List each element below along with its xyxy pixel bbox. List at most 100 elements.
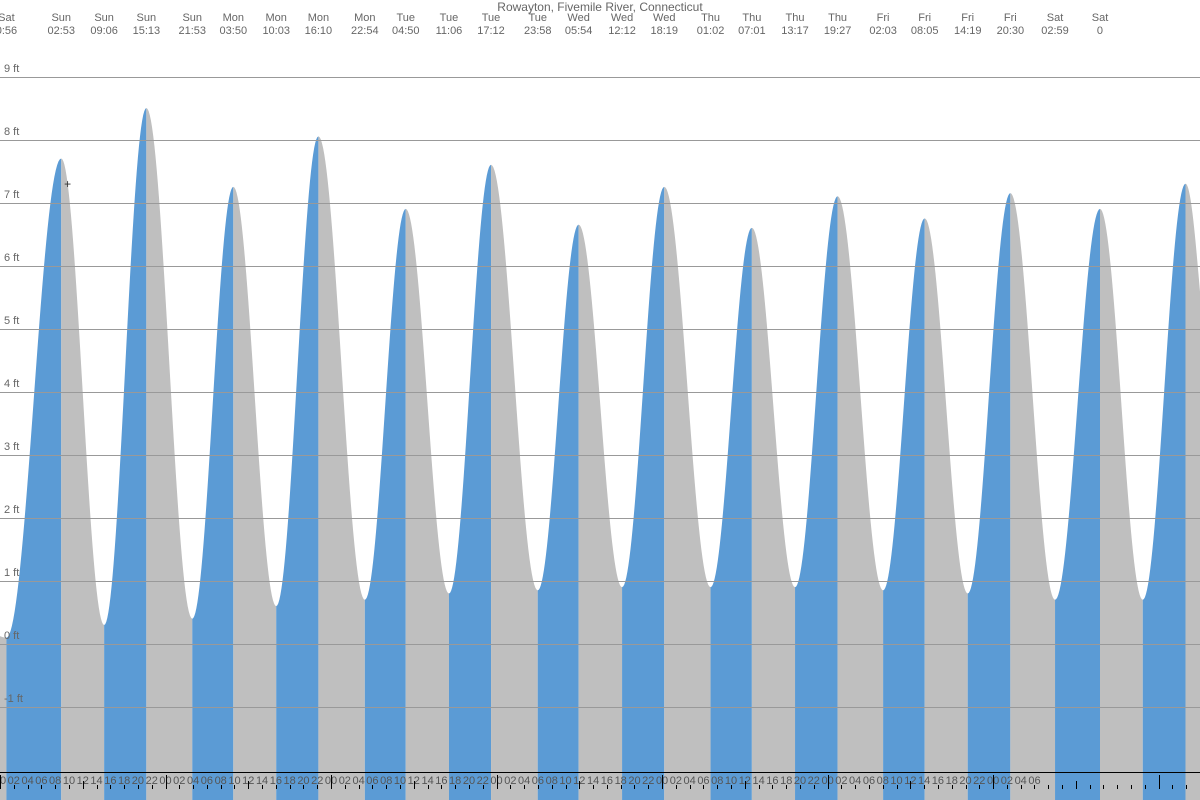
tick	[952, 785, 953, 789]
tick	[262, 785, 263, 789]
tick	[193, 785, 194, 789]
y-axis-label: 5 ft	[4, 315, 19, 327]
tick	[248, 781, 249, 789]
tick	[993, 775, 994, 789]
y-axis-label: -1 ft	[4, 693, 23, 705]
tick	[1076, 781, 1077, 789]
tick	[648, 785, 649, 789]
tide-rising-area	[968, 193, 1011, 800]
tick	[1090, 785, 1091, 789]
gridline	[0, 77, 1200, 78]
tide-falling-area	[491, 165, 538, 800]
tick	[634, 785, 635, 789]
tide-rising-area	[365, 209, 406, 800]
gridline	[0, 581, 1200, 582]
y-axis-label: 6 ft	[4, 252, 19, 264]
tick	[524, 785, 525, 789]
y-axis-label: 1 ft	[4, 567, 19, 579]
tick	[124, 785, 125, 789]
tick	[703, 785, 704, 789]
gridline	[0, 455, 1200, 456]
cursor-marker-icon: +	[64, 177, 71, 191]
tick	[1172, 785, 1173, 789]
tide-chart: Rowayton, Fivemile River, Connecticut Sa…	[0, 0, 1200, 800]
gridline	[0, 392, 1200, 393]
tick	[207, 785, 208, 789]
tide-falling-area	[925, 218, 968, 800]
tick	[331, 775, 332, 789]
tick	[966, 785, 967, 789]
tick	[841, 785, 842, 789]
tick	[428, 785, 429, 789]
tick	[441, 785, 442, 789]
tick	[510, 785, 511, 789]
tide-falling-area	[579, 225, 622, 800]
tick	[910, 781, 911, 789]
tick	[290, 785, 291, 789]
tide-falling-area	[664, 187, 710, 800]
tick	[759, 785, 760, 789]
tick	[152, 785, 153, 789]
tick	[166, 775, 167, 789]
tide-rising-area	[795, 196, 838, 800]
tick	[455, 785, 456, 789]
tick	[883, 785, 884, 789]
tick	[359, 785, 360, 789]
gridline	[0, 329, 1200, 330]
tick	[1145, 785, 1146, 789]
tick	[1103, 785, 1104, 789]
tide-rising-area	[711, 228, 752, 800]
gridline	[0, 707, 1200, 708]
y-axis-label: 3 ft	[4, 441, 19, 453]
tick	[497, 775, 498, 789]
tide-rising-area	[192, 187, 233, 800]
tick	[1007, 785, 1008, 789]
y-axis-label: 8 ft	[4, 126, 19, 138]
baseline	[0, 772, 1200, 773]
y-axis-label: 9 ft	[4, 63, 19, 75]
gridline	[0, 140, 1200, 141]
tick	[800, 785, 801, 789]
tick	[579, 781, 580, 789]
y-axis-label: 0 ft	[4, 630, 19, 642]
tick	[1131, 785, 1132, 789]
tide-rising-area	[449, 165, 491, 800]
tick	[1021, 785, 1022, 789]
tide-rising-area	[538, 225, 579, 800]
tick	[276, 785, 277, 789]
tick	[552, 785, 553, 789]
tick	[676, 785, 677, 789]
tick	[897, 785, 898, 789]
tick	[1048, 785, 1049, 789]
tick	[372, 785, 373, 789]
tick	[717, 785, 718, 789]
tick	[97, 785, 98, 789]
tide-rising-area	[276, 136, 318, 800]
tick	[14, 785, 15, 789]
tick	[938, 785, 939, 789]
y-axis-label: 4 ft	[4, 378, 19, 390]
tick	[138, 785, 139, 789]
tick	[483, 785, 484, 789]
tick	[786, 785, 787, 789]
tick	[400, 785, 401, 789]
tick	[621, 785, 622, 789]
tick	[1159, 775, 1160, 789]
tick	[538, 785, 539, 789]
tide-falling-area	[233, 187, 276, 800]
tide-rising-area	[622, 187, 664, 800]
tide-area-plot	[0, 0, 1200, 800]
tide-falling-area	[838, 196, 884, 800]
tick	[386, 785, 387, 789]
tick	[869, 785, 870, 789]
tide-falling-area	[61, 158, 104, 800]
tick	[41, 785, 42, 789]
tick	[1062, 785, 1063, 789]
tide-falling-area	[406, 209, 449, 800]
tick	[55, 785, 56, 789]
tide-falling-area	[1010, 193, 1055, 800]
tick	[414, 781, 415, 789]
tick	[110, 785, 111, 789]
tick	[1186, 785, 1187, 789]
tick	[924, 785, 925, 789]
